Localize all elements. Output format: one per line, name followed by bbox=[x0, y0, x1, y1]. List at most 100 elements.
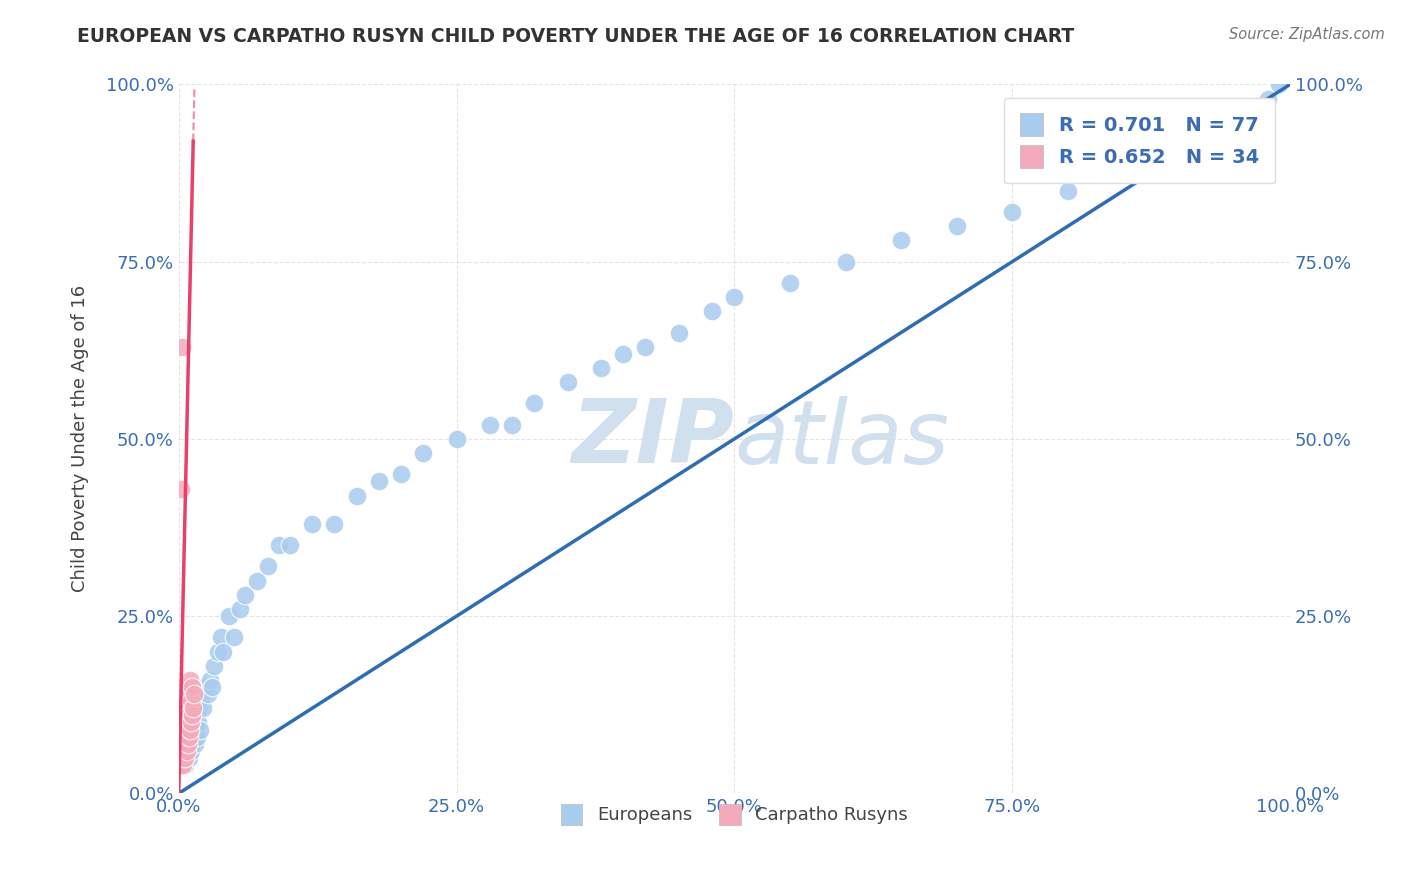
Point bbox=[834, 254, 856, 268]
Point bbox=[201, 680, 224, 694]
Point bbox=[176, 737, 198, 751]
Point bbox=[181, 708, 204, 723]
Point bbox=[186, 730, 208, 744]
Point bbox=[197, 687, 219, 701]
Point bbox=[1056, 184, 1078, 198]
Point bbox=[193, 701, 215, 715]
Point bbox=[278, 538, 301, 552]
Point bbox=[174, 708, 197, 723]
Point bbox=[180, 744, 202, 758]
Point bbox=[173, 715, 195, 730]
Point bbox=[187, 715, 209, 730]
Legend: Europeans, Carpatho Rusyns: Europeans, Carpatho Rusyns bbox=[551, 795, 917, 834]
Point bbox=[172, 730, 194, 744]
Point bbox=[176, 715, 198, 730]
Point bbox=[176, 751, 198, 765]
Point bbox=[172, 758, 194, 772]
Point bbox=[176, 744, 198, 758]
Point bbox=[179, 737, 201, 751]
Point bbox=[173, 751, 195, 765]
Point bbox=[412, 446, 434, 460]
Point bbox=[389, 467, 412, 482]
Point bbox=[177, 715, 200, 730]
Point bbox=[501, 417, 523, 432]
Point bbox=[1257, 92, 1279, 106]
Point bbox=[180, 715, 202, 730]
Point bbox=[346, 489, 368, 503]
Point bbox=[229, 602, 252, 616]
Point bbox=[188, 723, 211, 737]
Text: EUROPEAN VS CARPATHO RUSYN CHILD POVERTY UNDER THE AGE OF 16 CORRELATION CHART: EUROPEAN VS CARPATHO RUSYN CHILD POVERTY… bbox=[77, 27, 1074, 45]
Point bbox=[1223, 112, 1246, 127]
Y-axis label: Child Poverty Under the Age of 16: Child Poverty Under the Age of 16 bbox=[72, 285, 89, 592]
Point bbox=[1268, 78, 1291, 92]
Text: atlas: atlas bbox=[734, 396, 949, 482]
Point bbox=[177, 715, 200, 730]
Point bbox=[179, 723, 201, 737]
Point bbox=[172, 758, 194, 772]
Point bbox=[170, 482, 193, 496]
Point bbox=[1189, 134, 1212, 148]
Point bbox=[172, 744, 194, 758]
Point bbox=[180, 694, 202, 708]
Point bbox=[634, 340, 657, 354]
Point bbox=[218, 609, 240, 624]
Point bbox=[173, 751, 195, 765]
Point bbox=[1167, 148, 1189, 162]
Point bbox=[202, 658, 225, 673]
Point bbox=[176, 723, 198, 737]
Point bbox=[181, 737, 204, 751]
Point bbox=[176, 723, 198, 737]
Point bbox=[224, 631, 246, 645]
Point bbox=[890, 234, 912, 248]
Point bbox=[179, 673, 201, 687]
Point bbox=[176, 730, 198, 744]
Point bbox=[723, 290, 745, 304]
Point bbox=[174, 730, 197, 744]
Point bbox=[1246, 99, 1268, 113]
Point bbox=[179, 708, 201, 723]
Point bbox=[183, 723, 205, 737]
Point bbox=[1112, 162, 1135, 177]
Point bbox=[172, 751, 194, 765]
Point bbox=[173, 723, 195, 737]
Point bbox=[176, 744, 198, 758]
Point bbox=[176, 730, 198, 744]
Point bbox=[267, 538, 290, 552]
Point bbox=[172, 744, 194, 758]
Point bbox=[612, 347, 634, 361]
Point bbox=[478, 417, 501, 432]
Point bbox=[589, 361, 612, 376]
Point bbox=[181, 701, 204, 715]
Point bbox=[177, 687, 200, 701]
Text: ZIP: ZIP bbox=[572, 395, 734, 483]
Point bbox=[446, 432, 468, 446]
Point bbox=[172, 744, 194, 758]
Point bbox=[173, 737, 195, 751]
Point bbox=[172, 340, 194, 354]
Point bbox=[184, 715, 207, 730]
Point bbox=[183, 701, 205, 715]
Point bbox=[323, 516, 346, 531]
Point bbox=[557, 375, 579, 389]
Point bbox=[174, 751, 197, 765]
Point bbox=[212, 644, 235, 658]
Point bbox=[184, 737, 207, 751]
Point bbox=[177, 730, 200, 744]
Point bbox=[779, 276, 801, 290]
Point bbox=[174, 758, 197, 772]
Point bbox=[183, 687, 205, 701]
Point bbox=[176, 701, 198, 715]
Point bbox=[181, 715, 204, 730]
Point bbox=[181, 708, 204, 723]
Point bbox=[702, 304, 724, 318]
Point bbox=[187, 701, 209, 715]
Point bbox=[173, 730, 195, 744]
Point bbox=[177, 751, 200, 765]
Point bbox=[245, 574, 267, 588]
Point bbox=[174, 737, 197, 751]
Point bbox=[367, 475, 389, 489]
Point bbox=[190, 687, 212, 701]
Point bbox=[198, 673, 221, 687]
Point bbox=[170, 758, 193, 772]
